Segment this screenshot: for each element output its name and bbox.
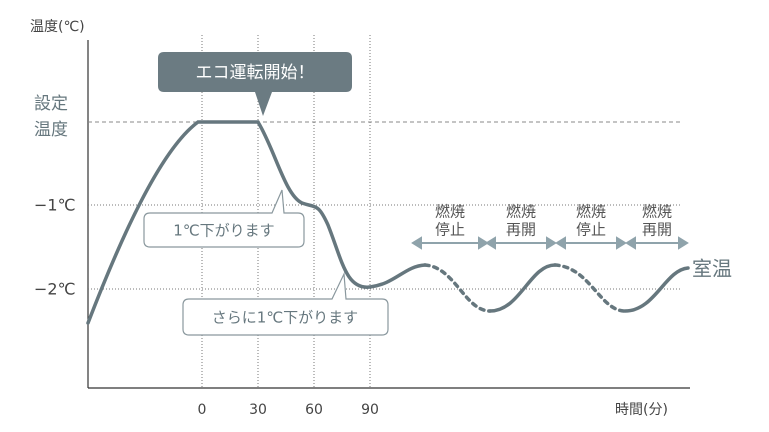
temperature-curve-dotted: [423, 263, 492, 313]
x-tick-label: 30: [249, 402, 267, 418]
phase-label: 再開: [506, 221, 536, 239]
room-temp-label: 室温: [692, 257, 732, 281]
y-label: −1℃: [34, 196, 76, 215]
callout-text: エコ運転開始！: [196, 63, 315, 83]
callout-text: 1℃下がります: [173, 222, 274, 240]
phase-label: 停止: [576, 221, 606, 239]
callout-box: [143, 189, 305, 248]
y-label: −2℃: [34, 280, 76, 299]
x-axis-title: 時間(分): [615, 402, 668, 418]
x-tick-label: 60: [305, 402, 323, 418]
y-label: 温度: [34, 120, 68, 140]
callout-box: [182, 271, 389, 336]
y-label: 設定: [34, 94, 68, 114]
phase-label: 再開: [642, 221, 672, 239]
phase-label: 燃焼: [435, 203, 465, 221]
phase-label: 燃焼: [576, 203, 606, 221]
x-tick-label: 0: [198, 402, 207, 418]
phase-label: 燃焼: [642, 203, 672, 221]
phase-arrows: [411, 236, 689, 250]
temperature-curve: [86, 120, 427, 325]
temperature-curve-dotted: [553, 263, 627, 313]
callout-box: [158, 52, 352, 116]
phase-label: 停止: [435, 221, 465, 239]
temperature-curve: [623, 266, 690, 313]
y-axis-title: 温度(℃): [30, 19, 85, 35]
phase-label: 燃焼: [506, 203, 536, 221]
callout-text: さらに1℃下がります: [212, 309, 358, 327]
x-tick-label: 90: [361, 402, 379, 418]
temperature-curve: [488, 263, 557, 313]
